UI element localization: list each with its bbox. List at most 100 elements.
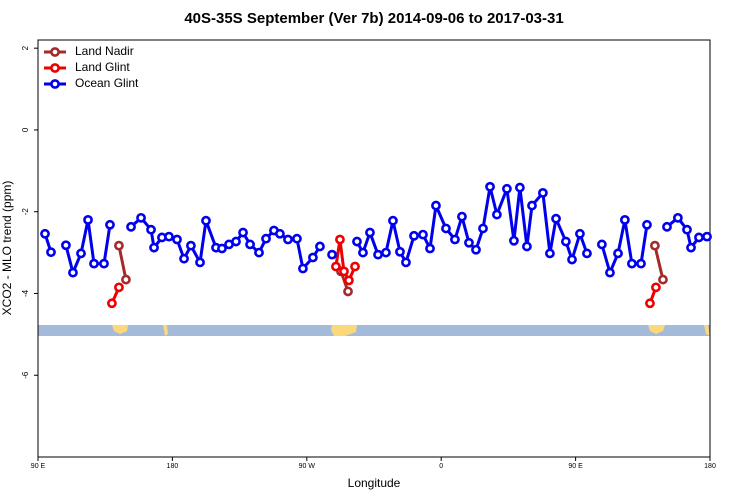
data-point [40,228,50,239]
y-tick-label: -2 [21,208,30,216]
data-point [545,248,555,259]
data-point [331,261,341,272]
data-point [388,215,398,226]
data-point [694,232,704,243]
data-point [642,219,652,230]
data-point [231,236,241,247]
land-strip [38,325,710,336]
y-tick-label: 2 [21,45,30,50]
data-point [514,182,525,193]
data-point [522,241,532,252]
data-point [478,223,488,234]
x-tick-label: 180 [704,463,716,470]
x-tick-label: 0 [439,463,443,470]
data-point [450,234,460,245]
data-point [662,221,672,232]
data-point [502,183,512,194]
data-point [619,214,630,225]
data-point [672,212,683,223]
data-point [509,235,519,246]
data-point [649,240,660,251]
data-point [492,209,502,220]
data-point [275,228,285,239]
data-point [121,274,131,285]
data-point [146,224,156,235]
data-point [298,263,308,274]
y-tick-label: -4 [21,289,30,297]
x-axis-label: Longitude [348,476,401,490]
data-point [335,234,345,245]
data-point [596,239,607,250]
data-point [308,252,318,263]
data-point [575,228,585,239]
x-tick-label: 90 E [568,463,583,470]
data-point [136,212,146,223]
data-point [358,247,368,258]
data-point [537,187,548,198]
data-point [327,249,337,260]
data-point [126,221,136,232]
data-point [105,219,115,230]
data-point [551,213,561,224]
data-point [658,274,668,285]
data-point [83,214,93,225]
x-tick-label: 90 W [299,463,316,470]
data-point [261,233,271,244]
data-point [395,246,405,257]
data-point [381,247,391,258]
data-point [201,215,211,226]
y-axis-label: XCO2 - MLO trend (ppm) [0,181,14,316]
legend-label: Land Nadir [75,44,134,58]
data-point [582,248,592,259]
data-point [373,249,383,260]
data-point [68,267,78,278]
legend-marker [50,47,60,57]
data-point [567,254,577,265]
data-point [409,230,419,241]
data-point [686,242,696,253]
data-point [471,244,481,255]
data-point [626,258,637,269]
data-point [560,236,571,247]
data-point [682,224,692,235]
data-point [172,234,182,245]
data-point [702,231,712,242]
chart-title: 40S-35S September (Ver 7b) 2014-09-06 to… [184,10,563,27]
data-point [365,227,375,238]
data-point [99,258,109,269]
data-point [61,240,71,251]
data-point [149,242,159,253]
data-point [441,223,451,234]
data-point [89,258,99,269]
data-point [179,253,189,264]
data-point [114,282,124,293]
y-tick-label: -6 [21,371,30,379]
data-point [245,239,255,250]
data-point [457,211,467,222]
data-point [217,243,227,254]
legend-marker [50,63,60,73]
data-point [315,241,325,252]
data-point [401,257,411,268]
data-point [431,200,441,211]
data-point [344,275,354,286]
x-tick-label: 90 E [31,463,46,470]
legend-marker [50,79,60,89]
data-point [350,261,360,272]
data-point [343,286,353,297]
data-point [339,266,349,277]
data-point [164,231,174,242]
data-point [195,257,205,268]
data-point [605,267,615,278]
data-point [238,227,248,238]
legend-label: Ocean Glint [75,76,139,90]
data-point [186,240,196,251]
data-point [645,298,655,309]
data-point [485,181,495,192]
data-point [76,248,86,259]
data-point [613,248,623,259]
data-point [254,247,264,258]
data-point [46,247,56,258]
x-tick-label: 180 [167,463,179,470]
